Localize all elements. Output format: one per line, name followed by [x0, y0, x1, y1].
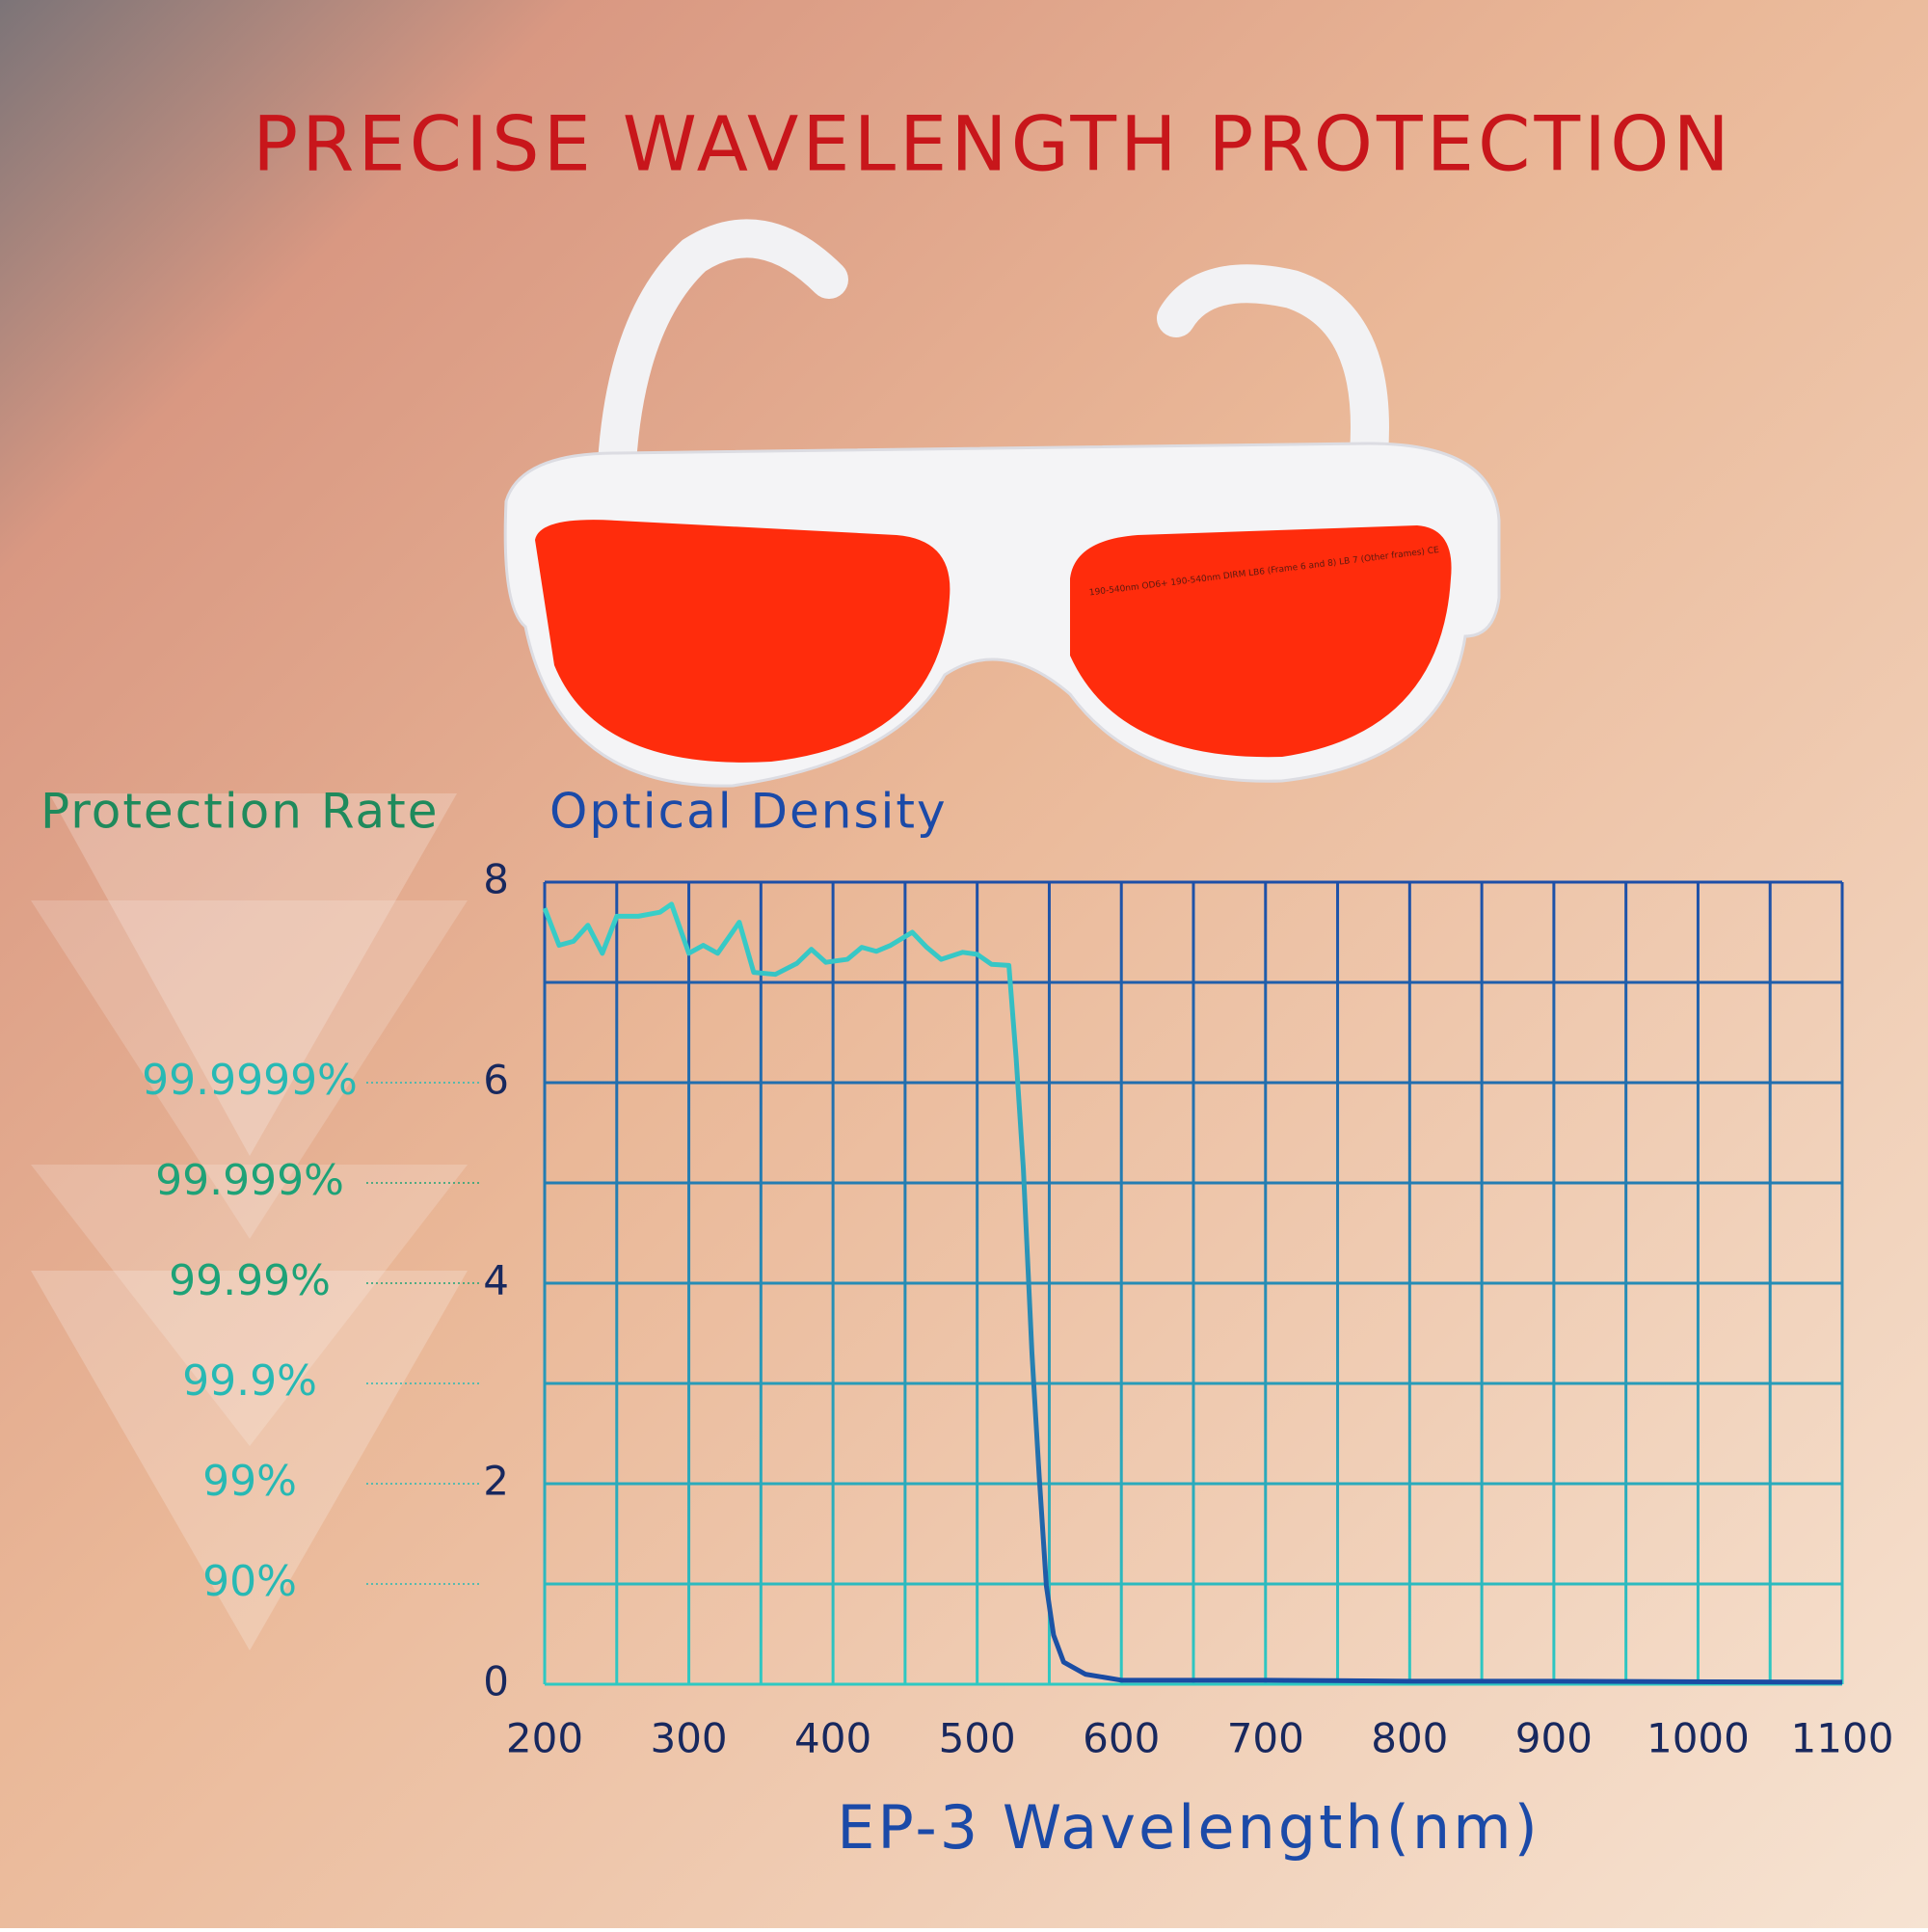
temple — [1157, 264, 1389, 472]
y-tick-label: 4 — [483, 1257, 509, 1304]
y2-tick-label: 99.9999% — [142, 1056, 358, 1105]
glasses: 190-540nm OD6+ 190-540nm DIRM LB6 (Frame… — [503, 219, 1501, 788]
x-tick-label: 900 — [1515, 1715, 1593, 1762]
y-axis-label: Optical Density — [549, 784, 948, 840]
triangle — [31, 900, 468, 1239]
y2-tick-label: 99.9% — [182, 1356, 317, 1406]
x-tick-label: 300 — [650, 1715, 727, 1762]
x-tick-label: 500 — [939, 1715, 1016, 1762]
y-tick-label: 8 — [483, 856, 509, 903]
x-tick-label: 700 — [1227, 1715, 1304, 1762]
decor-triangles — [31, 793, 468, 1650]
y-tick-label: 0 — [483, 1658, 509, 1705]
x-tick-label: 400 — [794, 1715, 871, 1762]
lens — [1070, 525, 1452, 758]
y2-tick-label: 99.99% — [169, 1256, 331, 1305]
x-axis-label: EP-3 Wavelength(nm) — [837, 1792, 1540, 1863]
triangle — [31, 1271, 468, 1650]
x-tick-label: 600 — [1083, 1715, 1160, 1762]
y2-tick-label: 99.999% — [155, 1156, 344, 1205]
y-tick-label: 2 — [483, 1458, 509, 1505]
temple — [598, 219, 848, 482]
triangle — [31, 1165, 468, 1446]
triangle — [49, 793, 457, 1156]
y-tick-label: 6 — [483, 1057, 509, 1104]
x-tick-label: 1100 — [1791, 1715, 1894, 1762]
y2-tick-label: 99% — [202, 1457, 297, 1506]
y2-axis-label: Protection Rate — [40, 784, 440, 840]
chart-title: PRECISE WAVELENGTH PROTECTION — [253, 101, 1733, 188]
x-tick-label: 200 — [506, 1715, 583, 1762]
data-line — [542, 901, 1843, 1685]
y2-tick-label: 90% — [202, 1557, 297, 1606]
x-tick-label: 1000 — [1647, 1715, 1750, 1762]
lens — [535, 520, 951, 763]
x-tick-label: 800 — [1371, 1715, 1448, 1762]
